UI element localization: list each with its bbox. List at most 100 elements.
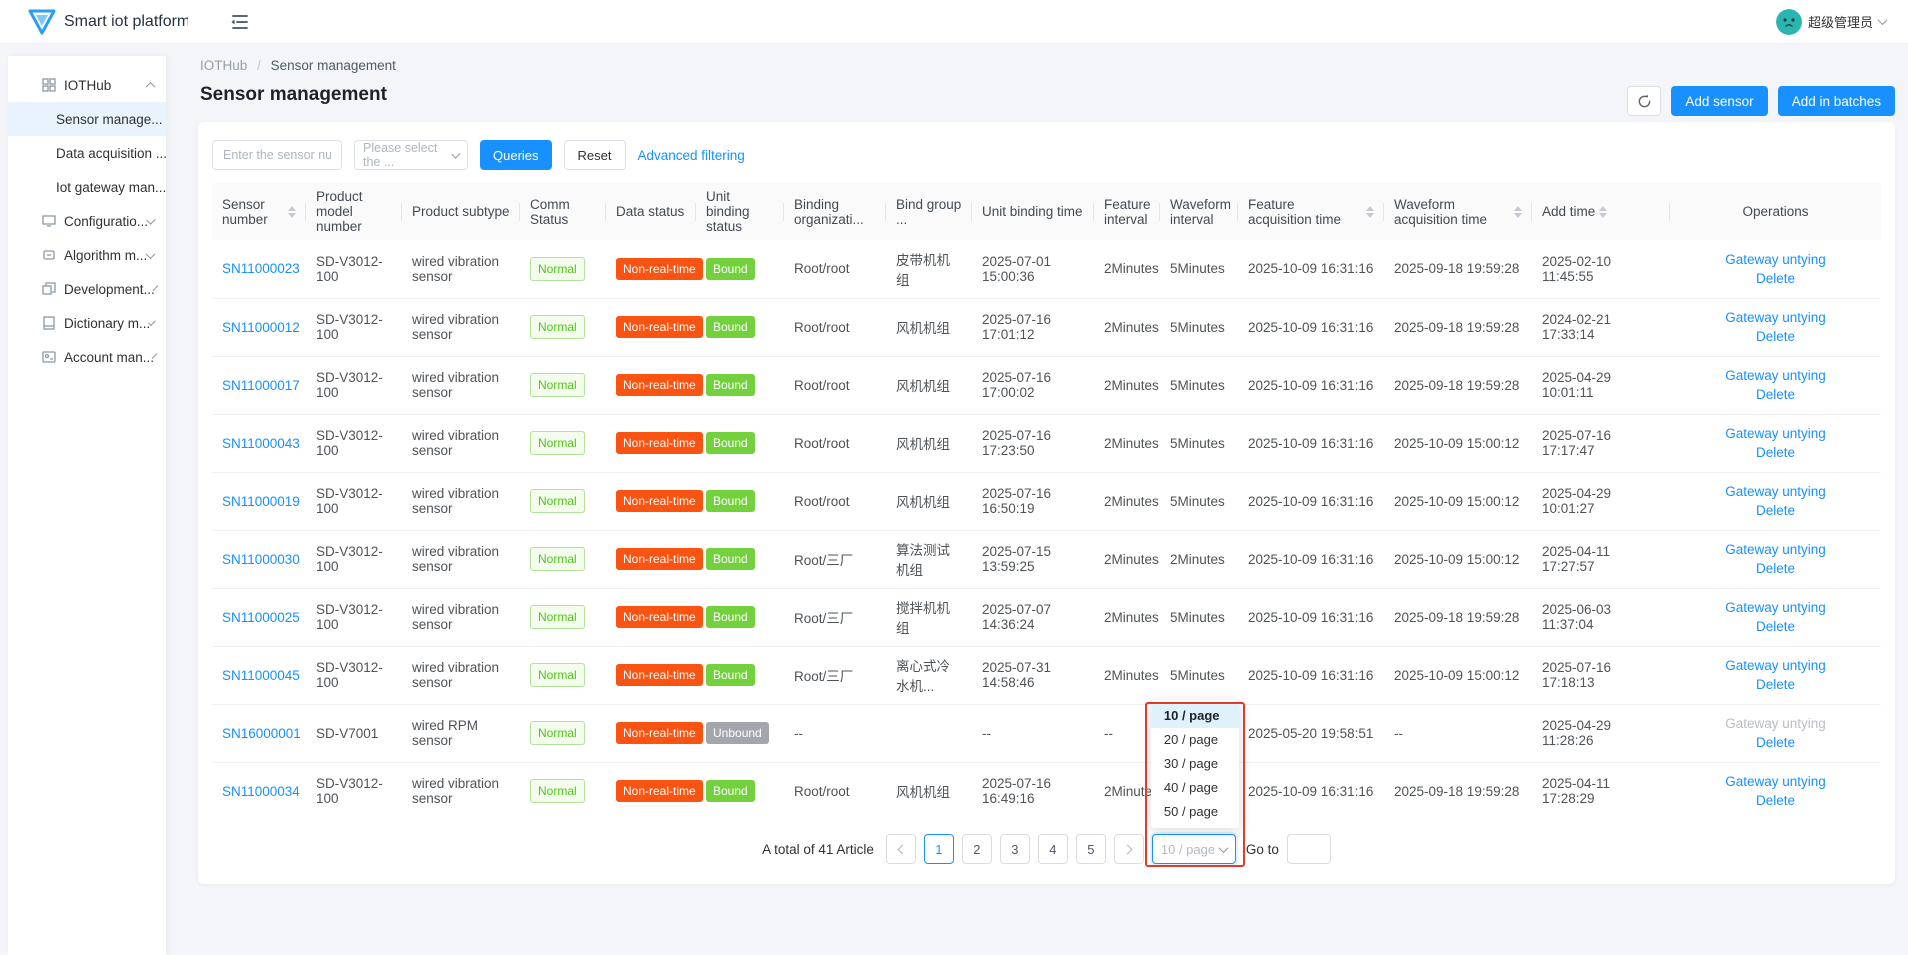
page-size-option-30[interactable]: 30 / page: [1163, 756, 1219, 771]
chevron-down-icon: [1877, 15, 1888, 26]
sensor-number-input[interactable]: [212, 140, 342, 170]
delete-link[interactable]: Delete: [1755, 503, 1796, 518]
gateway-untying-link[interactable]: Gateway untying: [1725, 368, 1826, 383]
feature-acquisition-time-cell: 2025-10-09 16:31:16: [1238, 529, 1384, 588]
bind-group-cell: 风机机组: [886, 471, 972, 530]
delete-link[interactable]: Delete: [1755, 677, 1796, 692]
page-size-option-10[interactable]: 10 / page: [1150, 704, 1239, 728]
gateway-untying-link[interactable]: Gateway untying: [1725, 774, 1826, 790]
page-size-select-wrap: 10 / page 10 / page 20 / page 30 / page 40 …: [1144, 700, 1245, 867]
sidebar-item-data-acquisition[interactable]: Data acquisition ...: [8, 136, 167, 170]
sort-icon[interactable]: [1366, 205, 1374, 218]
sensor-number-link[interactable]: SN11000030: [222, 551, 300, 567]
sort-icon[interactable]: [288, 205, 296, 218]
page-size-option-20[interactable]: 20 / page: [1163, 732, 1219, 747]
gateway-untying-link[interactable]: Gateway untying: [1725, 658, 1826, 673]
sidebar-item-iot-gateway-man[interactable]: Iot gateway man...: [8, 170, 166, 204]
waveform-interval-cell: 5Minutes: [1160, 355, 1238, 414]
sidebar-item-development[interactable]: Development...: [8, 272, 166, 306]
comm-status-badge: Normal: [530, 605, 585, 629]
sidebar-item-algorithm-m[interactable]: Algorithm m...: [8, 238, 166, 272]
next-page-button[interactable]: [1113, 834, 1144, 864]
gateway-untying-link[interactable]: Gateway untying: [1725, 542, 1826, 557]
feature-interval-cell: 2Minutes: [1094, 587, 1160, 646]
sensor-number-link[interactable]: SN11000023: [222, 261, 300, 277]
page-size-select[interactable]: 10 / page: [1151, 834, 1236, 864]
prev-page-button[interactable]: [885, 834, 916, 864]
delete-link[interactable]: Delete: [1755, 561, 1796, 576]
sensor-number-link[interactable]: SN11000043: [222, 435, 300, 451]
product-model-cell: SD-V3012-100: [306, 297, 402, 356]
sidebar-item-iothub[interactable]: IOTHub: [8, 68, 166, 102]
unit-binding-status-cell: Bound: [696, 297, 784, 356]
column-header-feature-acquisition-time: Feature acquisition time: [1238, 183, 1384, 240]
gateway-untying-link[interactable]: Gateway untying: [1725, 600, 1826, 615]
delete-link[interactable]: Delete: [1755, 387, 1796, 402]
waveform-interval-cell: 2Minutes: [1160, 529, 1238, 588]
sidebar-item-configuratio[interactable]: Configuratio...: [8, 204, 166, 238]
sensor-number-link[interactable]: SN16000001: [222, 725, 301, 741]
binding-organization-cell: Root/三厂: [784, 645, 886, 704]
page-button-3[interactable]: 3: [999, 834, 1030, 864]
sensor-number-link[interactable]: SN11000012: [222, 319, 300, 335]
goto-page-input[interactable]: [1286, 834, 1331, 864]
sort-icon[interactable]: [1514, 205, 1522, 218]
add-time-cell: 2025-07-16 17:17:47: [1532, 413, 1670, 472]
bind-group-cell: 皮带机机组: [896, 252, 950, 288]
column-header-inner: Product subtype: [412, 204, 510, 219]
queries-button[interactable]: Queries: [480, 140, 552, 170]
delete-link[interactable]: Delete: [1755, 445, 1796, 460]
feature-acquisition-time-cell: 2025-10-09 16:31:16: [1238, 297, 1384, 356]
sensor-number-link[interactable]: SN11000019: [222, 493, 300, 509]
reset-button[interactable]: Reset: [563, 140, 626, 170]
page-button-2[interactable]: 2: [961, 834, 992, 864]
product-subtype-cell: wired vibration sensor: [402, 413, 520, 472]
page-size-dropdown: 10 / page 20 / page 30 / page 40 / page 50 /…: [1150, 700, 1239, 828]
layers-icon: [42, 282, 56, 295]
gateway-untying-link[interactable]: Gateway untying: [1725, 426, 1826, 441]
operations-cell: Gateway untying Delete: [1670, 587, 1881, 646]
add-time-cell: 2025-02-10 11:45:55: [1542, 253, 1612, 284]
sidebar-item-account-man[interactable]: Account man...: [8, 340, 166, 374]
delete-link[interactable]: Delete: [1755, 329, 1796, 344]
unit-binding-status-cell: Bound: [696, 471, 784, 530]
gateway-untying-link[interactable]: Gateway untying: [1725, 251, 1826, 267]
gateway-untying-link[interactable]: Gateway untying: [1725, 484, 1826, 499]
sensor-number-link[interactable]: SN11000025: [222, 609, 300, 625]
page-button-5[interactable]: 5: [1075, 834, 1106, 864]
filter-select[interactable]: Please select the ...: [354, 140, 468, 170]
user-menu[interactable]: 超级管理员: [1775, 8, 1888, 35]
menu-collapse-icon[interactable]: [230, 12, 250, 32]
add-in-batches-button[interactable]: Add in batches: [1777, 86, 1895, 116]
delete-link[interactable]: Delete: [1755, 270, 1796, 286]
header-separator: [1669, 203, 1670, 221]
sensor-number-link[interactable]: SN11000034: [222, 783, 300, 799]
column-header-operations: Operations: [1670, 183, 1881, 240]
chevron-down-icon: [1218, 842, 1229, 853]
operations-cell: Gateway untying Delete: [1670, 413, 1881, 472]
header-actions: Add sensor Add in batches: [1627, 86, 1895, 116]
add-time-cell: 2025-04-29 10:01:27: [1532, 471, 1670, 530]
sidebar-item-dictionary-m[interactable]: Dictionary m...: [8, 306, 166, 340]
unit-binding-status-badge: Bound: [706, 374, 755, 396]
page-size-option-40[interactable]: 40 / page: [1163, 780, 1219, 795]
advanced-filtering-link[interactable]: Advanced filtering: [637, 147, 745, 163]
sidebar-item-sensor-manage[interactable]: Sensor manage...: [8, 102, 166, 136]
feature-acquisition-time-cell: 2025-10-09 16:31:16: [1238, 645, 1384, 704]
gateway-untying-link[interactable]: Gateway untying: [1725, 310, 1826, 325]
sensor-number-link[interactable]: SN11000017: [222, 377, 300, 393]
delete-link[interactable]: Delete: [1755, 793, 1796, 809]
sensor-number-link[interactable]: SN11000045: [222, 667, 300, 683]
sort-icon[interactable]: [1599, 205, 1608, 218]
page-button-1[interactable]: 1: [923, 834, 954, 864]
sensor-number-cell: SN11000030: [212, 529, 306, 588]
refresh-button[interactable]: [1627, 86, 1662, 116]
page-size-option-50[interactable]: 50 / page: [1163, 804, 1219, 819]
delete-link[interactable]: Delete: [1755, 735, 1796, 750]
header-separator: [1159, 203, 1160, 221]
binding-organization-cell: Root/root: [784, 355, 886, 414]
add-sensor-button[interactable]: Add sensor: [1671, 86, 1768, 116]
delete-link[interactable]: Delete: [1755, 619, 1796, 634]
breadcrumb-iothub[interactable]: IOTHub: [200, 58, 248, 73]
page-button-4[interactable]: 4: [1037, 834, 1068, 864]
